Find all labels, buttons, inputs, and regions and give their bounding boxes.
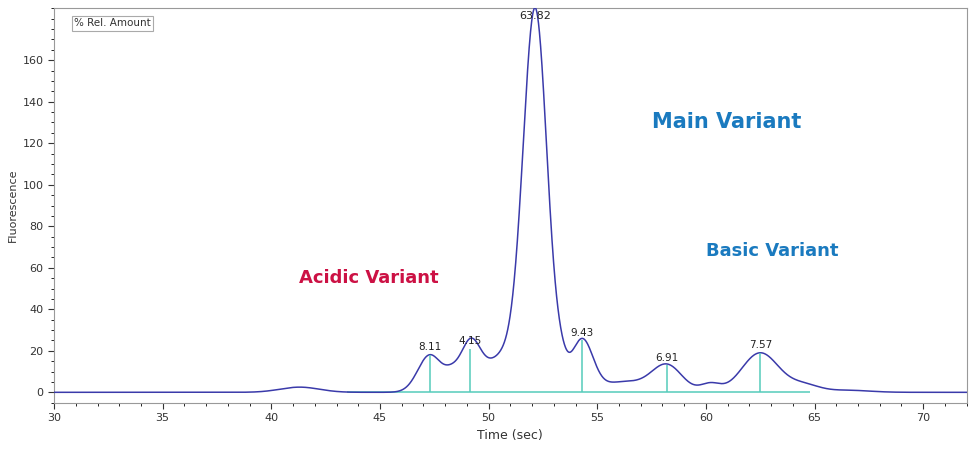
Text: 63.82: 63.82: [520, 11, 551, 21]
Text: 9.43: 9.43: [570, 328, 594, 338]
X-axis label: Time (sec): Time (sec): [478, 429, 543, 441]
Text: 8.11: 8.11: [418, 342, 442, 352]
Text: Basic Variant: Basic Variant: [706, 242, 838, 260]
Text: 7.57: 7.57: [749, 340, 772, 351]
Y-axis label: Fluorescence: Fluorescence: [9, 169, 19, 242]
Text: Acidic Variant: Acidic Variant: [299, 269, 439, 287]
Text: Main Variant: Main Variant: [651, 112, 801, 132]
Text: 4.15: 4.15: [458, 336, 482, 346]
Text: 6.91: 6.91: [655, 353, 679, 363]
Text: % Rel. Amount: % Rel. Amount: [74, 18, 151, 28]
